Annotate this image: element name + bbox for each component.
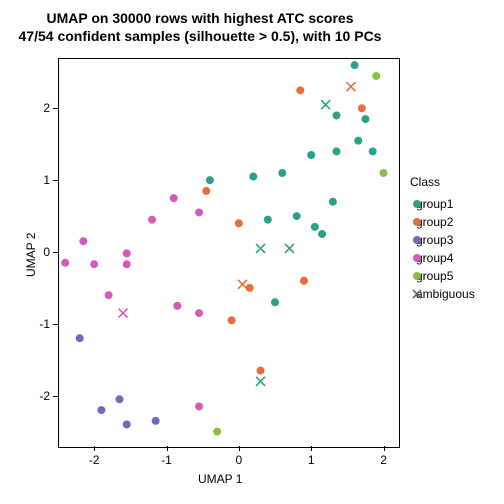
- data-point: [300, 277, 308, 285]
- data-point: [195, 402, 203, 410]
- data-point: [351, 61, 359, 69]
- data-point: [61, 259, 69, 267]
- data-point: [271, 298, 279, 306]
- title-line2: 47/54 confident samples (silhouette > 0.…: [0, 28, 400, 46]
- data-point: [256, 244, 265, 253]
- data-point: [256, 377, 265, 386]
- legend-label: ambiguous: [416, 287, 475, 301]
- data-point: [333, 111, 341, 119]
- data-point: [195, 309, 203, 317]
- data-point: [202, 187, 210, 195]
- x-tick: [94, 446, 95, 451]
- data-point: [369, 147, 377, 155]
- data-point: [285, 244, 294, 253]
- legend-item: group4: [410, 249, 475, 267]
- legend-item: group5: [410, 267, 475, 285]
- data-point: [321, 100, 330, 109]
- legend-item: group1: [410, 195, 475, 213]
- x-tick: [239, 446, 240, 451]
- data-point: [97, 406, 105, 414]
- data-point: [372, 72, 380, 80]
- data-point: [333, 147, 341, 155]
- legend: Class group1group2group3group4group5 ambi…: [410, 175, 475, 303]
- circle-icon: [410, 233, 424, 247]
- legend-title: Class: [410, 175, 475, 189]
- y-tick-label: 0: [32, 245, 50, 259]
- data-point: [123, 260, 131, 268]
- x-tick-label: -1: [157, 453, 177, 467]
- x-tick: [167, 446, 168, 451]
- x-tick: [384, 446, 385, 451]
- x-icon: [410, 287, 424, 301]
- data-point: [354, 137, 362, 145]
- circle-icon: [410, 215, 424, 229]
- chart-title: UMAP on 30000 rows with highest ATC scor…: [0, 10, 400, 45]
- data-point: [235, 219, 243, 227]
- data-point: [361, 115, 369, 123]
- scatter-layer: [58, 58, 398, 446]
- data-point: [293, 212, 301, 220]
- data-point: [119, 309, 128, 318]
- y-tick: [53, 396, 58, 397]
- data-point: [105, 291, 113, 299]
- data-point: [311, 223, 319, 231]
- data-point: [152, 417, 160, 425]
- data-point: [195, 208, 203, 216]
- data-point: [249, 173, 257, 181]
- y-tick: [53, 180, 58, 181]
- data-point: [206, 176, 214, 184]
- data-point: [148, 216, 156, 224]
- legend-item: group3: [410, 231, 475, 249]
- data-point: [296, 86, 304, 94]
- y-tick: [53, 252, 58, 253]
- data-point: [90, 260, 98, 268]
- data-point: [238, 280, 247, 289]
- circle-icon: [410, 197, 424, 211]
- y-tick: [53, 108, 58, 109]
- data-point: [307, 151, 315, 159]
- legend-item: ambiguous: [410, 285, 475, 303]
- data-point: [123, 249, 131, 257]
- data-point: [380, 169, 388, 177]
- y-tick-label: 1: [32, 173, 50, 187]
- x-tick-label: -2: [84, 453, 104, 467]
- title-line1: UMAP on 30000 rows with highest ATC scor…: [0, 10, 400, 28]
- data-point: [173, 302, 181, 310]
- data-point: [115, 395, 123, 403]
- x-tick-label: 2: [374, 453, 394, 467]
- data-point: [228, 316, 236, 324]
- y-tick: [53, 324, 58, 325]
- y-tick-label: -2: [32, 389, 50, 403]
- y-tick-label: 2: [32, 101, 50, 115]
- data-point: [278, 169, 286, 177]
- data-point: [346, 82, 355, 91]
- x-tick-label: 1: [301, 453, 321, 467]
- y-tick-label: -1: [32, 317, 50, 331]
- data-point: [329, 198, 337, 206]
- data-point: [264, 216, 272, 224]
- data-point: [246, 284, 254, 292]
- circle-icon: [410, 251, 424, 265]
- legend-item: group2: [410, 213, 475, 231]
- data-point: [213, 428, 221, 436]
- data-point: [318, 230, 326, 238]
- data-point: [358, 104, 366, 112]
- data-point: [79, 237, 87, 245]
- data-point: [170, 194, 178, 202]
- data-point: [123, 420, 131, 428]
- x-tick: [311, 446, 312, 451]
- x-axis-label: UMAP 1: [198, 472, 242, 486]
- data-point: [76, 334, 84, 342]
- x-tick-label: 0: [229, 453, 249, 467]
- circle-icon: [410, 269, 424, 283]
- data-point: [257, 367, 265, 375]
